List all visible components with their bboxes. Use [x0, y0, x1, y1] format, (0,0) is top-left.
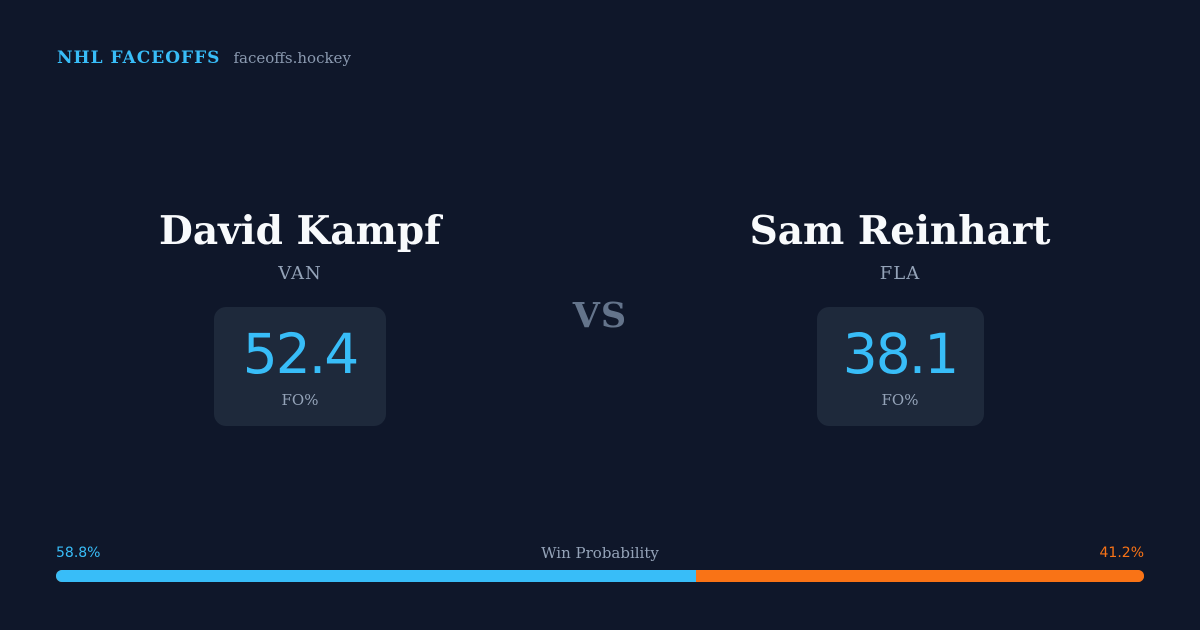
win-probability-label: Win Probability — [541, 544, 659, 562]
win-probability-header: 58.8% Win Probability 41.2% — [56, 542, 1144, 564]
player-right-card: Sam Reinhart FLA 38.1 FO% — [680, 206, 1120, 426]
brand-header: NHL FACEOFFS faceoffs.hockey — [57, 48, 351, 74]
win-probability-bar — [56, 570, 1144, 582]
win-probability-left-value: 58.8% — [56, 545, 101, 561]
win-probability-bar-left — [56, 570, 696, 582]
player-right-team: FLA — [879, 263, 921, 284]
player-left-card: David Kampf VAN 52.4 FO% — [80, 206, 520, 426]
brand-site: faceoffs.hockey — [233, 49, 351, 67]
player-left-team: VAN — [278, 263, 322, 284]
player-left-stat-value: 52.4 — [242, 322, 359, 386]
player-right-stat-value: 38.1 — [842, 322, 959, 386]
win-probability-bar-right — [695, 570, 1144, 582]
vs-label: VS — [572, 295, 628, 336]
player-right-name: Sam Reinhart — [749, 208, 1051, 254]
win-probability-right-value: 41.2% — [1099, 545, 1144, 561]
player-left-stat-label: FO% — [281, 391, 319, 409]
brand-title: NHL FACEOFFS — [57, 48, 221, 68]
player-right-stat-label: FO% — [881, 391, 919, 409]
player-right-stat-box: 38.1 FO% — [816, 307, 984, 426]
player-left-stat-box: 52.4 FO% — [214, 307, 386, 426]
player-left-name: David Kampf — [159, 208, 441, 254]
